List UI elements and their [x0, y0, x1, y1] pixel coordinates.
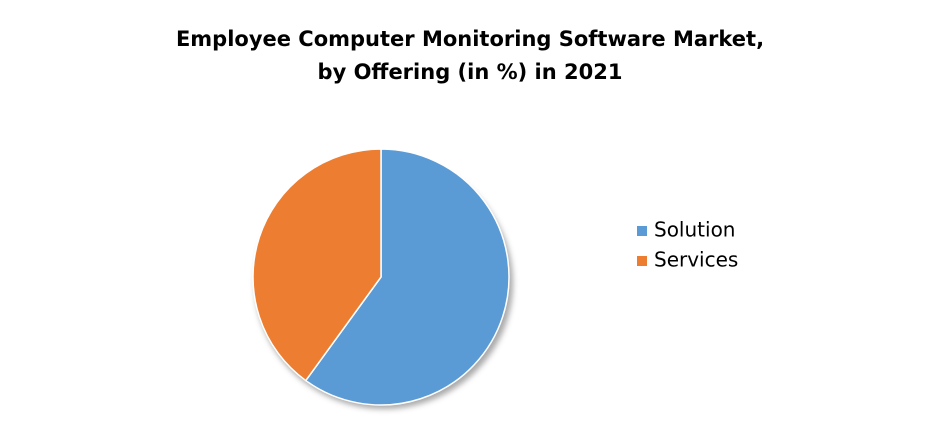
legend-swatch — [637, 256, 647, 266]
legend-label: Solution — [654, 218, 735, 242]
chart-title: Employee Computer Monitoring Software Ma… — [176, 27, 764, 51]
legend: Solution Services — [637, 218, 738, 272]
pie-slice — [304, 148, 510, 406]
legend-label: Services — [654, 248, 738, 272]
pie-slice — [252, 148, 382, 382]
chart-title: by Offering (in %) in 2021 — [318, 60, 623, 84]
pie — [252, 148, 510, 406]
legend-swatch — [637, 226, 647, 236]
